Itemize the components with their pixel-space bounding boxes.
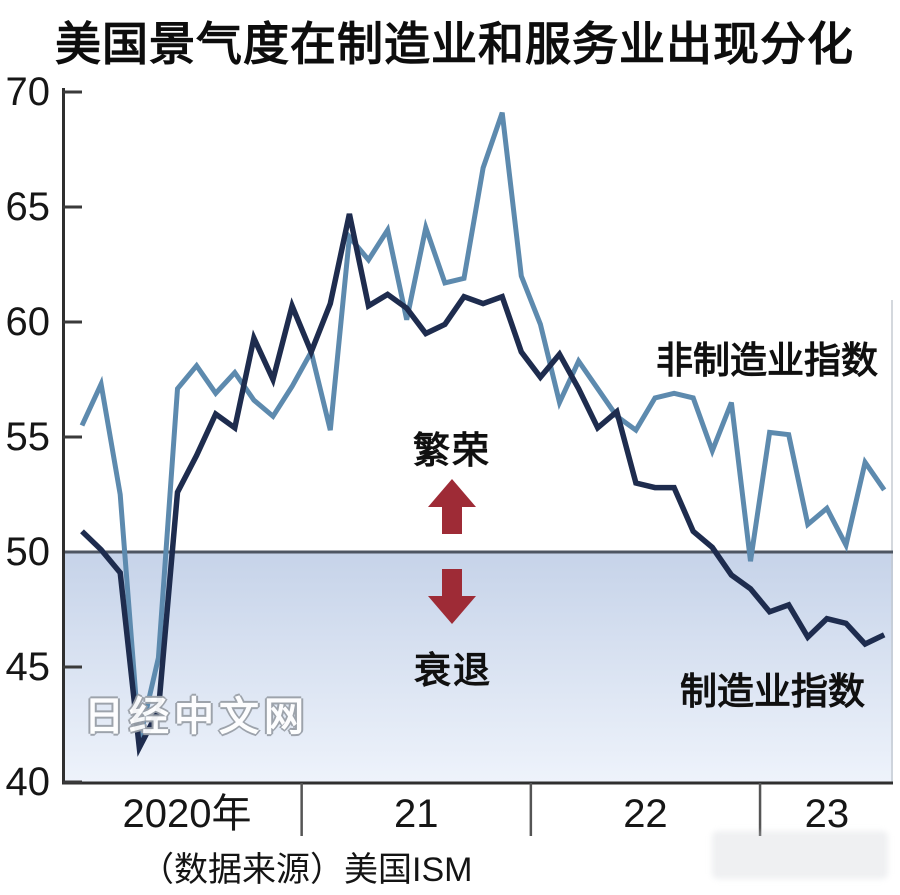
site-watermark: 日经中文网: [84, 695, 309, 739]
non-manufacturing-series-label: 非制造业指数: [656, 340, 878, 381]
manufacturing-line: [80, 213, 886, 757]
y-axis-tick-label: 45: [5, 645, 51, 689]
boom-label: 繁荣: [413, 430, 491, 471]
y-axis-tick-label: 50: [5, 530, 51, 574]
recession-label: 衰退: [414, 650, 492, 691]
blurred-watermark-remnant: [712, 831, 888, 879]
y-axis-ticks: [63, 90, 82, 784]
y-axis-tick-label: 65: [5, 185, 51, 229]
y-axis-tick-label: 70: [5, 70, 51, 114]
x-axis-year-dividers: [300, 783, 762, 836]
chart-title: 美国景气度在制造业和服务业出现分化: [55, 18, 854, 70]
non-manufacturing-line: [79, 111, 887, 742]
up-arrow-icon: [428, 479, 476, 534]
x-axis-year-label: 23: [804, 792, 850, 836]
y-axis-tick-label: 55: [5, 415, 51, 459]
source-note: （数据来源）美国ISM: [140, 851, 473, 889]
down-arrow-icon: [428, 569, 476, 624]
y-axis-tick-label: 60: [5, 300, 51, 344]
manufacturing-series-label: 制造业指数: [680, 671, 865, 712]
y-axis-tick-label: 40: [5, 760, 51, 804]
x-axis-year-label: 22: [623, 792, 668, 836]
x-axis-year-label: 21: [394, 792, 439, 836]
x-axis-year-label: 2020年: [122, 792, 252, 836]
